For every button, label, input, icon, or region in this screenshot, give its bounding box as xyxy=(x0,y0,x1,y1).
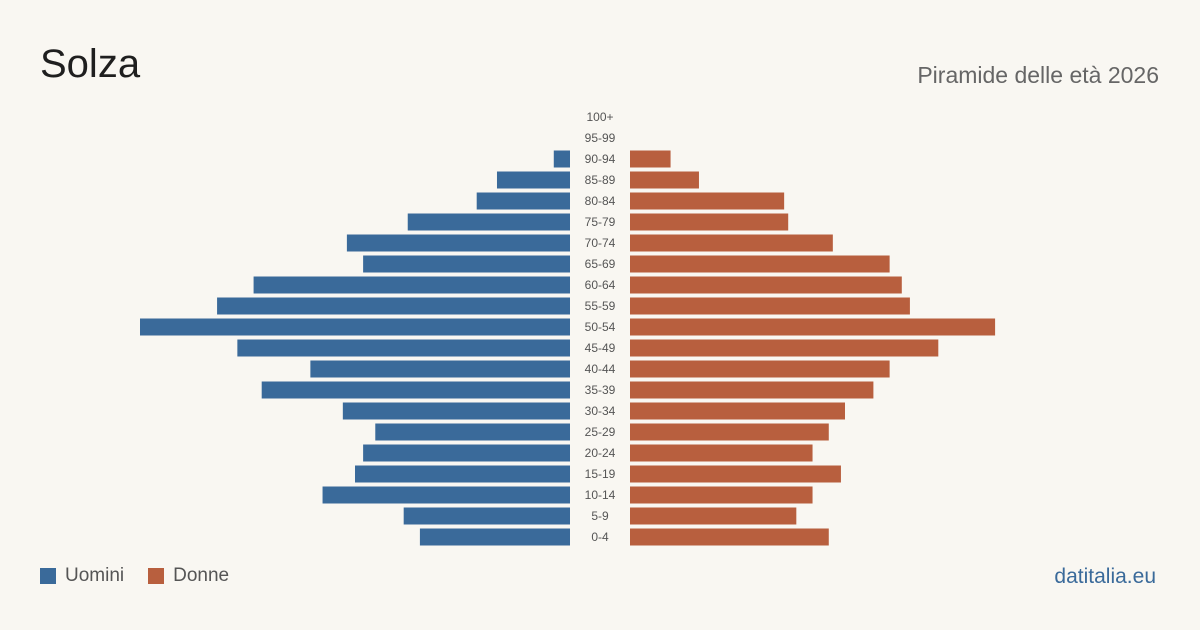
age-label-10-14: 10-14 xyxy=(585,488,616,502)
bar-women-0-4 xyxy=(630,528,829,546)
bar-women-25-29 xyxy=(630,423,829,441)
age-label-80-84: 80-84 xyxy=(585,194,616,208)
bar-women-20-24 xyxy=(630,444,813,462)
bar-women-85-89 xyxy=(630,171,699,189)
bar-women-35-39 xyxy=(630,381,874,399)
bar-women-90-94 xyxy=(630,150,671,168)
bar-women-55-59 xyxy=(630,297,910,315)
age-label-90-94: 90-94 xyxy=(585,152,616,166)
bar-women-10-14 xyxy=(630,486,813,504)
source-link[interactable]: datitalia.eu xyxy=(1054,565,1156,588)
legend-swatch-men xyxy=(40,568,56,584)
age-label-5-9: 5-9 xyxy=(591,509,609,523)
bar-men-25-29 xyxy=(375,423,570,441)
bar-women-5-9 xyxy=(630,507,797,525)
legend-swatch-women xyxy=(148,568,165,584)
legend-label-women: Donne xyxy=(173,565,230,586)
age-label-95-99: 95-99 xyxy=(585,131,616,145)
bar-men-60-64 xyxy=(253,276,570,294)
age-label-75-79: 75-79 xyxy=(585,215,616,229)
age-label-35-39: 35-39 xyxy=(585,383,616,397)
age-label-0-4: 0-4 xyxy=(591,530,609,544)
age-label-45-49: 45-49 xyxy=(585,341,616,355)
bar-men-5-9 xyxy=(403,507,570,525)
bar-men-0-4 xyxy=(419,528,570,546)
bar-men-10-14 xyxy=(322,486,570,504)
age-label-85-89: 85-89 xyxy=(585,173,616,187)
bar-men-35-39 xyxy=(261,381,570,399)
bar-men-45-49 xyxy=(237,339,570,357)
bar-men-75-79 xyxy=(407,213,570,231)
bar-men-50-54 xyxy=(140,318,570,336)
age-label-70-74: 70-74 xyxy=(585,236,616,250)
age-label-65-69: 65-69 xyxy=(585,257,616,271)
bar-women-40-44 xyxy=(630,360,890,378)
age-label-25-29: 25-29 xyxy=(585,425,616,439)
bar-men-20-24 xyxy=(363,444,570,462)
bar-women-60-64 xyxy=(630,276,902,294)
age-label-20-24: 20-24 xyxy=(585,446,616,460)
bar-men-70-74 xyxy=(346,234,570,252)
bar-men-65-69 xyxy=(363,255,570,273)
bar-women-50-54 xyxy=(630,318,996,336)
bar-men-55-59 xyxy=(217,297,570,315)
age-label-40-44: 40-44 xyxy=(585,362,616,376)
age-label-50-54: 50-54 xyxy=(585,320,616,334)
bar-women-65-69 xyxy=(630,255,890,273)
bar-women-30-34 xyxy=(630,402,845,420)
bar-men-80-84 xyxy=(476,192,570,210)
bar-women-75-79 xyxy=(630,213,789,231)
page-title: Solza xyxy=(40,42,141,86)
legend-item-men: Uomini xyxy=(40,565,124,587)
bar-women-45-49 xyxy=(630,339,939,357)
bar-women-70-74 xyxy=(630,234,833,252)
age-label-100-plus: 100+ xyxy=(586,110,613,124)
age-label-30-34: 30-34 xyxy=(585,404,616,418)
bar-women-80-84 xyxy=(630,192,785,210)
age-label-55-59: 55-59 xyxy=(585,299,616,313)
legend-label-men: Uomini xyxy=(65,565,125,586)
bar-men-85-89 xyxy=(496,171,570,189)
bar-men-40-44 xyxy=(310,360,570,378)
age-label-60-64: 60-64 xyxy=(585,278,616,292)
age-label-15-19: 15-19 xyxy=(585,467,616,481)
bar-men-15-19 xyxy=(355,465,570,483)
bar-men-30-34 xyxy=(342,402,570,420)
legend-item-women: Donne xyxy=(148,565,229,587)
bar-women-15-19 xyxy=(630,465,841,483)
chart-subtitle: Piramide delle età 2026 xyxy=(917,62,1159,88)
bar-men-90-94 xyxy=(553,150,570,168)
chart-legend: Uomini Donne xyxy=(40,565,253,587)
